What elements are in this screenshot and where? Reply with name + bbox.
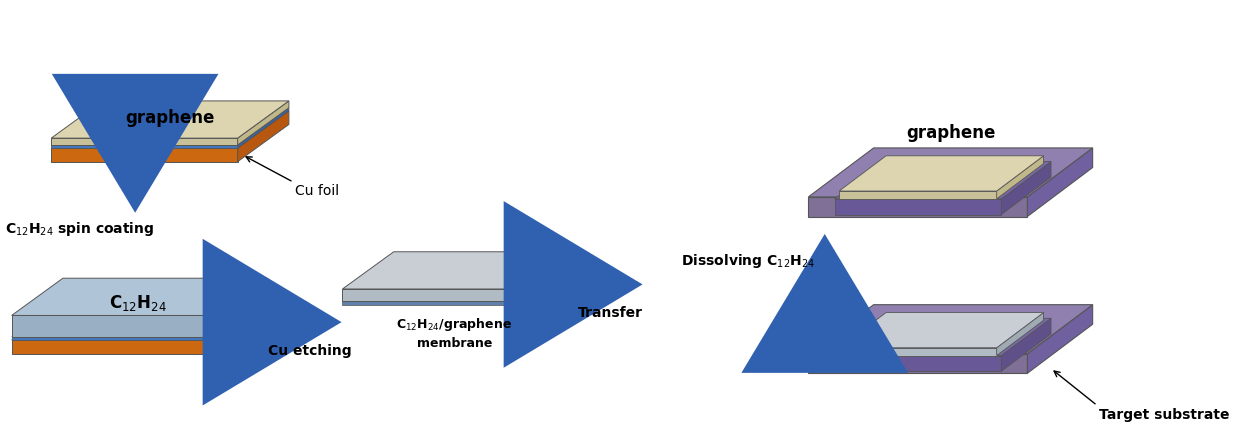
Polygon shape [1001, 162, 1051, 214]
Polygon shape [515, 264, 566, 305]
Polygon shape [1001, 318, 1051, 371]
Text: C$_{12}$H$_{24}$: C$_{12}$H$_{24}$ [109, 293, 166, 313]
Polygon shape [1027, 305, 1093, 373]
Polygon shape [839, 191, 996, 199]
Polygon shape [11, 303, 263, 340]
Polygon shape [212, 303, 263, 354]
Text: graphene: graphene [125, 109, 214, 126]
Text: Transfer: Transfer [577, 306, 643, 320]
Polygon shape [238, 101, 289, 145]
Polygon shape [342, 289, 515, 301]
Text: Dissolving C$_{12}$H$_{24}$: Dissolving C$_{12}$H$_{24}$ [681, 252, 815, 269]
Polygon shape [11, 340, 212, 354]
Polygon shape [51, 101, 289, 138]
Polygon shape [835, 199, 1001, 214]
Polygon shape [839, 348, 996, 356]
Polygon shape [11, 316, 212, 337]
Text: C$_{12}$H$_{24}$ spin coating: C$_{12}$H$_{24}$ spin coating [5, 220, 154, 239]
Polygon shape [51, 108, 289, 145]
Text: C$_{12}$H$_{24}$/graphene
membrane: C$_{12}$H$_{24}$/graphene membrane [396, 316, 512, 350]
Polygon shape [808, 197, 1027, 217]
Polygon shape [835, 356, 1001, 371]
Polygon shape [1027, 148, 1093, 217]
Polygon shape [51, 145, 238, 148]
Polygon shape [342, 264, 566, 301]
Polygon shape [11, 278, 263, 316]
Polygon shape [11, 337, 212, 340]
Polygon shape [996, 313, 1043, 356]
Polygon shape [515, 252, 566, 301]
Text: graphene: graphene [906, 124, 995, 142]
Text: Cu foil: Cu foil [295, 184, 339, 198]
Polygon shape [996, 156, 1043, 199]
Polygon shape [51, 111, 289, 148]
Polygon shape [51, 138, 238, 145]
Polygon shape [839, 156, 1043, 191]
Polygon shape [238, 108, 289, 148]
Text: Target substrate: Target substrate [1099, 407, 1229, 422]
Polygon shape [808, 354, 1027, 373]
Polygon shape [342, 301, 515, 305]
Text: Cu etching: Cu etching [268, 344, 351, 358]
Polygon shape [839, 313, 1043, 348]
Polygon shape [212, 300, 263, 340]
Polygon shape [835, 318, 1051, 356]
Polygon shape [238, 111, 289, 162]
Polygon shape [342, 252, 566, 289]
Polygon shape [808, 305, 1093, 354]
Polygon shape [835, 162, 1051, 199]
Polygon shape [51, 148, 238, 162]
Polygon shape [212, 278, 263, 337]
Polygon shape [808, 148, 1093, 197]
Polygon shape [11, 300, 263, 337]
